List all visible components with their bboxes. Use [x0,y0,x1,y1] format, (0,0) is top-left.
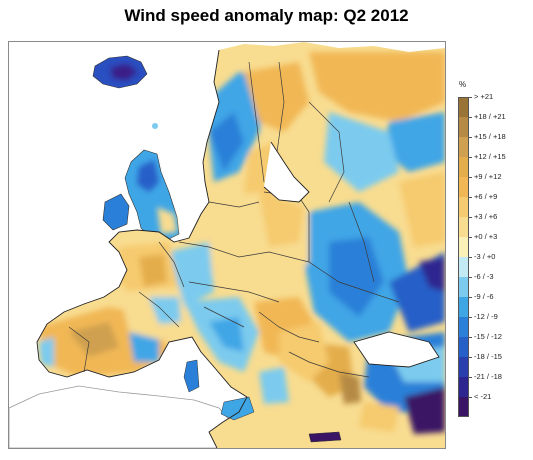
legend-class: -18 / -15 [458,352,530,377]
legend-label: -9 / -6 [474,292,494,301]
legend-label: +15 / +18 [474,132,506,141]
legend-class: -3 / +0 [458,252,530,277]
legend-swatch [458,197,469,217]
legend-swatch [458,177,469,197]
legend-label: +18 / +21 [474,112,506,121]
legend-tick [469,177,472,178]
legend-label: -21 / -18 [474,372,502,381]
legend-label: > +21 [474,92,494,101]
legend-swatch [458,337,469,357]
legend-label: -3 / +0 [474,252,496,261]
iceland [92,55,148,89]
legend-swatch [458,297,469,317]
legend-swatch [458,257,469,277]
legend-tick [469,217,472,218]
legend-tick [469,297,472,298]
coastline [36,49,248,448]
legend-label: -18 / -15 [474,352,502,361]
black-sea [353,331,440,368]
legend-class: +15 / +18 [458,132,530,157]
legend-class: -9 / -6 [458,292,530,317]
legend-tick [469,317,472,318]
legend-label: -15 / -12 [474,332,502,341]
legend-swatch [458,157,469,177]
legend-label: -6 / -3 [474,272,494,281]
legend-label: -12 / -9 [474,312,498,321]
legend-class: < -21 [458,392,530,417]
legend-swatch [458,237,469,257]
legend-label: +0 / +3 [474,232,498,241]
legend-tick [469,397,472,398]
legend-class: +9 / +12 [458,172,530,197]
legend-unit-label: % [459,80,467,89]
legend-class: +12 / +15 [458,152,530,177]
legend-swatch [458,217,469,237]
sardinia-corsica [183,359,200,393]
legend-class: > +21 [458,92,530,117]
legend-swatch [458,137,469,157]
map-title: Wind speed anomaly map: Q2 2012 [124,6,409,25]
legend-class: -15 / -12 [458,332,530,357]
legend-tick [469,157,472,158]
legend-tick [469,277,472,278]
legend-tick [469,117,472,118]
legend-swatch [458,357,469,377]
legend-tick [469,337,472,338]
legend-swatch [458,277,469,297]
crete [308,431,342,443]
legend-tick [469,357,472,358]
legend-tick [469,137,472,138]
legend-tick [469,257,472,258]
legend-class: +3 / +6 [458,212,530,237]
legend-tick [469,197,472,198]
anomaly-map [8,41,446,449]
legend-swatch [458,397,469,417]
faroe-islands [152,123,158,129]
legend-class: +0 / +3 [458,232,530,257]
map-canvas [9,42,445,448]
legend-tick [469,377,472,378]
legend-class: -6 / -3 [458,272,530,297]
sicily [220,396,255,421]
legend-class: +6 / +9 [458,192,530,217]
legend-swatch [458,377,469,397]
legend-swatch [458,97,469,117]
legend-tick [469,237,472,238]
legend-label: +9 / +12 [474,172,502,181]
legend-label: +12 / +15 [474,152,506,161]
british-isles [102,149,180,241]
legend-tick [469,97,472,98]
north-africa-land [9,385,236,448]
legend-label: +6 / +9 [474,192,498,201]
legend-class: -21 / -18 [458,372,530,397]
legend-class: -12 / -9 [458,312,530,337]
legend-label: +3 / +6 [474,212,498,221]
legend-swatch [458,117,469,137]
baltic-coast [263,141,310,203]
legend-class: +18 / +21 [458,112,530,137]
legend-label: < -21 [474,392,492,401]
legend-swatch [458,317,469,337]
